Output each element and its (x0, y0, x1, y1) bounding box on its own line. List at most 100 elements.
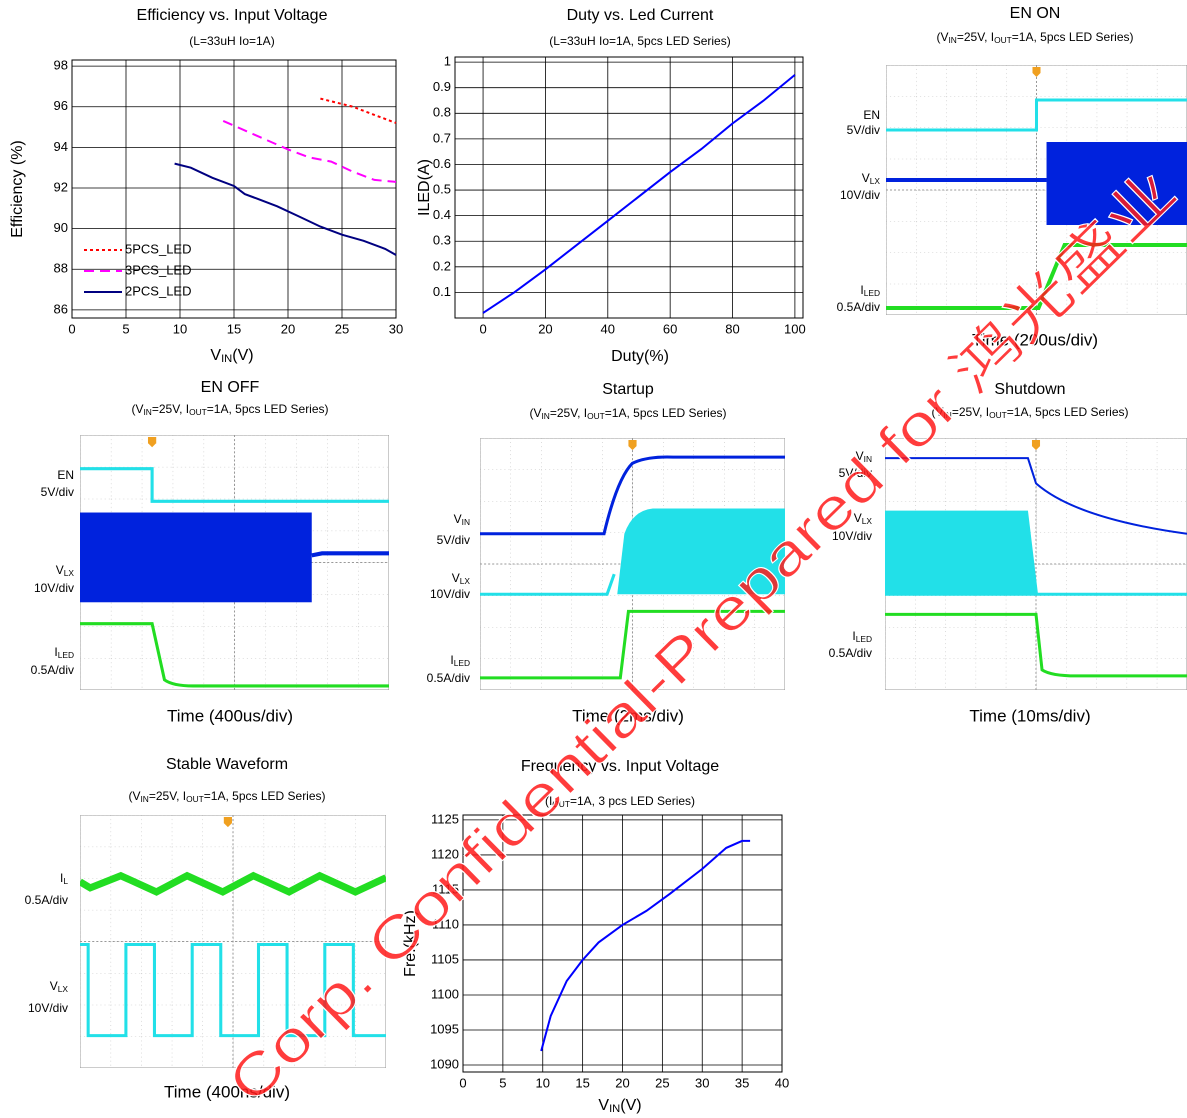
datasheet-page: Efficiency vs. Input Voltage(L=33uH Io=1… (0, 0, 1187, 1118)
text-part: =1A, 5pcs LED Series) (204, 789, 326, 803)
chart-title: Startup (602, 381, 654, 398)
text-part: IN (140, 794, 148, 804)
channel-name: VLX (56, 563, 75, 578)
y-tick-label: 1105 (431, 951, 459, 966)
text-part: (V (936, 30, 948, 44)
channel-scale: 0.5A/div (829, 646, 872, 660)
text-part: LX (460, 576, 471, 586)
text-part: =1A, 5pcs LED Series) (207, 402, 329, 416)
y-axis-label: Efficiency (%) (9, 140, 26, 238)
scope-screen (885, 438, 1187, 690)
x-tick-label: 60 (663, 321, 677, 336)
y-tick-label: 0.5 (433, 181, 451, 196)
channel-name: VLX (862, 171, 881, 186)
text-part: Duty(%) (611, 348, 669, 365)
text-part: V (862, 171, 870, 185)
text-part: OUT (989, 410, 1007, 420)
channel-scale: 0.5A/div (837, 300, 880, 314)
channel-scale: 5V/div (437, 533, 470, 547)
text-part: LX (870, 176, 881, 186)
y-tick-label: 0.9 (433, 79, 451, 94)
channel-scale: 10V/div (840, 188, 880, 202)
x-tick-label: 40 (775, 1075, 789, 1090)
channel-name: IL (60, 871, 68, 886)
text-part: (L=33uH Io=1A) (189, 34, 274, 48)
x-tick-label: 5 (122, 321, 129, 336)
text-part: (V) (232, 347, 253, 364)
text-part: V (454, 512, 462, 526)
text-part: V (50, 979, 58, 993)
text-part: IN (948, 35, 956, 45)
text-part: V (210, 347, 221, 364)
y-tick-label: 1100 (431, 986, 459, 1001)
text-part: (V (128, 789, 140, 803)
x-tick-label: 10 (173, 321, 187, 336)
text-part: OUT (994, 35, 1012, 45)
y-tick-label: 96 (54, 98, 68, 113)
text-part: =1A, 5pcs LED Series) (1007, 405, 1129, 419)
x-axis-label: Duty(%) (611, 348, 669, 365)
text-part: IN (143, 407, 151, 417)
legend-label: 5PCS_LED (125, 241, 191, 256)
scope-screen (80, 435, 389, 690)
channel-scale: 10V/div (430, 587, 470, 601)
chart-subtitle: (VIN=25V, IOUT=1A, 5pcs LED Series) (131, 402, 328, 417)
x-tick-label: 30 (695, 1075, 709, 1090)
y-tick-label: 94 (54, 139, 68, 154)
chart-subtitle: (VIN=25V, IOUT=1A, 5pcs LED Series) (128, 789, 325, 804)
x-tick-label: 20 (281, 321, 295, 336)
channel-name: ILED (852, 629, 872, 644)
channel-name: VIN (454, 512, 470, 527)
channel-name: ILED (860, 283, 880, 298)
text-part: =1A, 3 pcs LED Series) (570, 794, 695, 808)
text-part: LED (856, 634, 872, 644)
y-tick-label: 1125 (431, 811, 459, 826)
channel-scale: 10V/div (28, 1001, 68, 1015)
y-tick-label: 98 (54, 58, 68, 73)
channel-scale: 0.5A/div (25, 893, 68, 907)
text-part: IN (221, 353, 232, 365)
text-part: V (56, 563, 64, 577)
y-axis-label: ILED(A) (416, 159, 433, 216)
channel-scale: 5V/div (847, 123, 880, 137)
y-tick-label: 92 (54, 179, 68, 194)
y-tick-label: 0.8 (433, 105, 451, 120)
y-tick-label: 86 (54, 301, 68, 316)
text-part: OUT (587, 411, 605, 421)
text-part: =1A, 5pcs LED Series) (605, 406, 727, 420)
x-tick-label: 0 (479, 321, 486, 336)
text-part: (V (529, 406, 541, 420)
x-tick-label: 25 (335, 321, 349, 336)
text-part: LED (454, 658, 470, 668)
legend-label: 3PCS_LED (125, 262, 191, 277)
text-part: IN (462, 517, 470, 527)
text-part: LX (58, 984, 69, 994)
y-tick-label: 1 (444, 54, 451, 69)
y-tick-label: 0.2 (433, 258, 451, 273)
text-part: (L=33uH Io=1A, 5pcs LED Series) (549, 34, 730, 48)
x-axis-label: VIN(V) (210, 347, 253, 365)
text-part: LED (58, 650, 74, 660)
chart-title: EN ON (1010, 5, 1061, 22)
channel-name: VLX (50, 979, 69, 994)
text-part: IN (541, 411, 549, 421)
text-part: OUT (189, 407, 207, 417)
channel-scale: 10V/div (34, 581, 74, 595)
y-tick-label: 0.3 (433, 233, 451, 248)
y-tick-label: 0.1 (433, 284, 451, 299)
x-axis-label: Time (400us/div) (167, 706, 293, 725)
y-tick-label: 90 (54, 220, 68, 235)
chart-subtitle: (L=33uH Io=1A, 5pcs LED Series) (549, 34, 730, 48)
x-tick-label: 30 (389, 321, 403, 336)
x-tick-label: 0 (68, 321, 75, 336)
text-part: (V (131, 402, 143, 416)
y-tick-label: 1095 (430, 1021, 459, 1036)
x-tick-label: 35 (735, 1075, 749, 1090)
chart-subtitle: (L=33uH Io=1A) (189, 34, 274, 48)
channel-scale: 0.5A/div (31, 663, 74, 677)
trace (312, 553, 389, 555)
text-part: EN (863, 108, 880, 122)
text-part: LX (64, 568, 75, 578)
chart-subtitle: (VIN=25V, IOUT=1A, 5pcs LED Series) (529, 406, 726, 421)
text-part: =25V, I (550, 406, 587, 420)
